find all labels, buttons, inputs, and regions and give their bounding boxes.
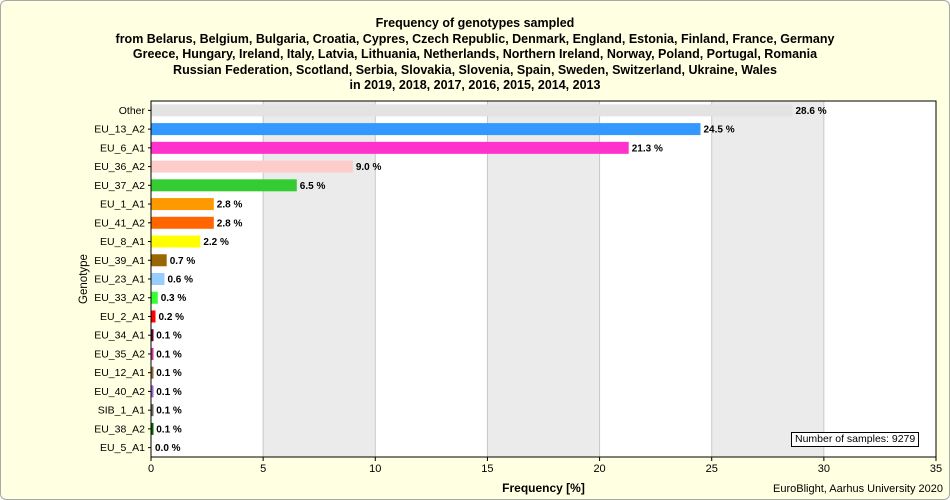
title-line-5: in 2019, 2018, 2017, 2016, 2015, 2014, 2… [349, 78, 601, 92]
value-label: 0.1 % [156, 349, 182, 360]
value-label: 28.6 % [795, 106, 826, 117]
category-label: EU_40_A2 [94, 386, 145, 398]
bar [151, 160, 353, 173]
value-label: 0.1 % [156, 424, 182, 435]
bar [151, 273, 165, 285]
title-line-2: from Belarus, Belgium, Bulgaria, Croatia… [115, 31, 835, 46]
value-label: 2.8 % [217, 200, 243, 211]
category-label: EU_13_A2 [94, 124, 145, 136]
value-label: 0.1 % [156, 406, 182, 417]
value-label: 0.3 % [161, 293, 187, 304]
x-tick-label: 0 [148, 463, 154, 475]
category-label: EU_12_A1 [94, 367, 145, 379]
category-label: EU_37_A2 [94, 180, 145, 192]
category-label: EU_2_A1 [100, 311, 145, 323]
bar [151, 254, 167, 267]
category-label: EU_35_A2 [94, 348, 145, 360]
value-label: 2.8 % [217, 218, 243, 229]
x-tick-label: 25 [706, 463, 718, 475]
category-label: EU_34_A1 [94, 330, 145, 342]
chart-title: Frequency of genotypes sampled from Bela… [1, 16, 949, 94]
category-label: EU_23_A1 [94, 274, 145, 286]
x-tick-label: 10 [369, 463, 381, 475]
value-label: 6.5 % [300, 181, 326, 192]
bar [151, 366, 154, 379]
title-line-3: Greece, Hungary, Ireland, Italy, Latvia,… [132, 47, 818, 61]
category-label: EU_36_A2 [94, 161, 145, 173]
value-label: 0.1 % [156, 387, 182, 398]
category-label: EU_6_A1 [100, 142, 145, 154]
value-label: 0.1 % [156, 331, 182, 342]
value-label: 0.0 % [155, 443, 181, 454]
value-label: 0.7 % [170, 256, 196, 267]
x-axis-title: Frequency [%] [502, 481, 585, 495]
category-label: Other [119, 105, 146, 117]
value-label: 0.1 % [156, 368, 182, 379]
category-label: EU_39_A1 [94, 255, 145, 267]
category-label: EU_1_A1 [100, 199, 145, 211]
bar [151, 404, 154, 417]
value-label: 0.2 % [158, 312, 184, 323]
x-tick-label: 5 [260, 463, 266, 475]
category-label: EU_8_A1 [100, 236, 145, 248]
bar [151, 141, 629, 154]
value-label: 0.6 % [167, 275, 193, 286]
bar [151, 310, 156, 323]
category-label: EU_33_A2 [94, 292, 145, 304]
x-tick-label: 30 [818, 463, 830, 475]
grid-band [487, 101, 600, 457]
footer-credit: EuroBlight, Aarhus University 2020 [773, 483, 943, 495]
bar [151, 235, 201, 248]
category-label: SIB_1_A1 [98, 405, 145, 417]
title-line-1: Frequency of genotypes sampled [375, 16, 575, 30]
bar [151, 198, 214, 211]
bar [151, 123, 701, 136]
bar [151, 329, 154, 342]
plot-border [150, 100, 937, 458]
bar [151, 385, 154, 398]
category-label: EU_5_A1 [100, 442, 145, 454]
value-label: 24.5 % [704, 125, 735, 136]
x-tick-label: 20 [593, 463, 605, 475]
bar [151, 216, 214, 229]
category-label: EU_38_A2 [94, 423, 145, 435]
bar [151, 179, 297, 192]
title-line-4: Russian Federation, Scotland, Serbia, Sl… [173, 62, 777, 77]
value-label: 9.0 % [356, 162, 382, 173]
sample-count-annotation: Number of samples: 9279 [791, 432, 920, 447]
value-label: 21.3 % [632, 143, 663, 154]
bar [151, 347, 154, 360]
value-label: 2.2 % [203, 237, 229, 248]
bar [151, 422, 154, 435]
grid-band [263, 101, 376, 457]
grid-band [711, 101, 824, 457]
x-tick-label: 35 [930, 463, 942, 475]
y-axis-title: Genotype [78, 254, 90, 304]
category-label: EU_41_A2 [94, 217, 145, 229]
x-tick-label: 15 [481, 463, 493, 475]
bar [151, 291, 158, 304]
bar [151, 104, 793, 117]
